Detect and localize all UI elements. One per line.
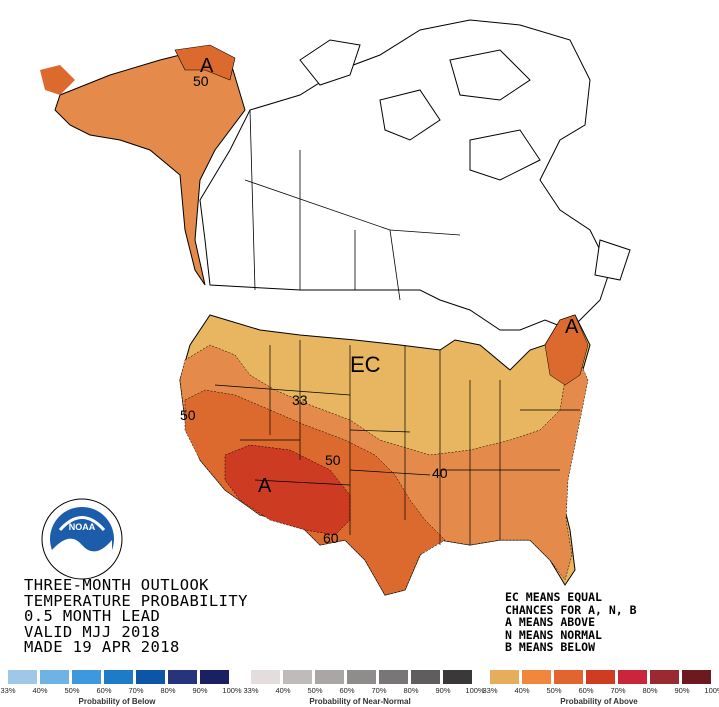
scale-normal-tick: 33%: [243, 686, 259, 695]
caption-above: Probability of Above: [560, 697, 638, 706]
scale-below-box: [104, 670, 133, 684]
scale-normal-tick: 100%: [465, 686, 485, 695]
scale-above-tick: 40%: [514, 686, 530, 695]
scale-normal-tick: 60%: [339, 686, 355, 695]
scale-normal-tick: 50%: [307, 686, 323, 695]
scale-below-tick: 80%: [160, 686, 176, 695]
scale-above-tick: 60%: [578, 686, 594, 695]
scale-above-box: [554, 670, 583, 684]
alaska: [40, 44, 246, 286]
label-a-southwest: A: [258, 475, 272, 497]
canada-landmass: [199, 19, 631, 331]
scale-normal-box: [251, 670, 280, 684]
alaska-region-50: [174, 44, 236, 81]
conus-above-60: [224, 444, 351, 536]
caption-normal: Probability of Near-Normal: [309, 697, 411, 706]
label-ec: EC: [350, 352, 381, 377]
northeast-above-50: [544, 314, 589, 386]
scale-above-tick: 80%: [642, 686, 658, 695]
scale-below-box: [200, 670, 229, 684]
scale-normal-tick: 80%: [403, 686, 419, 695]
scale-below-tick: 50%: [64, 686, 80, 695]
label-50-alaska: 50: [193, 73, 209, 89]
label-50-center: 50: [325, 452, 341, 468]
scale-normal-box: [315, 670, 344, 684]
label-33: 33: [292, 392, 308, 408]
caption-below: Probability of Below: [78, 697, 156, 706]
scale-below-box: [40, 670, 69, 684]
title-block: THREE-MONTH OUTLOOK TEMPERATURE PROBABIL…: [24, 576, 324, 656]
label-60: 60: [323, 530, 339, 546]
note-line-5: B MEANS BELOW: [505, 640, 596, 654]
scale-above-tick: 70%: [610, 686, 626, 695]
scale-normal-box: [347, 670, 376, 684]
scale-normal-box: [283, 670, 312, 684]
scale-normal-box: [379, 670, 408, 684]
scale-below-box: [136, 670, 165, 684]
title-line-2: TEMPERATURE PROBABILITY: [24, 591, 248, 610]
note-line-1: EC MEANS EQUAL: [505, 590, 602, 604]
label-a-northeast: A: [565, 316, 579, 338]
scale-normal-box: [443, 670, 472, 684]
scale-normal: [251, 670, 475, 684]
scale-below-tick: 70%: [128, 686, 144, 695]
scale-below-tick: 90%: [192, 686, 208, 695]
scale-below-tick: 60%: [96, 686, 112, 695]
scale-below-tick: 40%: [32, 686, 48, 695]
legend-notes: EC MEANS EQUAL CHANCES FOR A, N, B A MEA…: [505, 591, 715, 654]
scale-above-tick: 90%: [674, 686, 690, 695]
title-line-1: THREE-MONTH OUTLOOK: [24, 576, 209, 594]
scale-below-tick: 100%: [222, 686, 242, 695]
title-line-5: MADE 19 APR 2018: [24, 638, 180, 656]
title-line-3: 0.5 MONTH LEAD: [24, 607, 161, 625]
province-borders: [244, 109, 461, 301]
noaa-logo: NOAA: [41, 498, 123, 580]
scale-below-tick: 33%: [0, 686, 16, 695]
scale-above-box: [586, 670, 615, 684]
noaa-logo-text: NOAA: [69, 522, 96, 532]
state-borders: [214, 340, 580, 545]
scale-below-box: [8, 670, 37, 684]
label-50-west: 50: [180, 407, 196, 423]
conus: [179, 314, 591, 596]
scale-normal-tick: 70%: [371, 686, 387, 695]
note-line-4: N MEANS NORMAL: [505, 627, 602, 642]
label-a-alaska: A: [200, 55, 214, 77]
scale-above-box: [650, 670, 679, 684]
scale-above-box: [522, 670, 551, 684]
note-line-2: CHANCES FOR A, N, B: [505, 602, 637, 617]
scale-above-box: [618, 670, 647, 684]
scale-above: [490, 670, 714, 684]
alaska-region-50-west: [40, 65, 75, 95]
scale-above-tick: 50%: [546, 686, 562, 695]
title-line-4: VALID MJJ 2018: [24, 622, 161, 641]
note-line-3: A MEANS ABOVE: [505, 615, 596, 629]
scale-above-tick: 33%: [482, 686, 498, 695]
scale-above-box: [682, 670, 711, 684]
scale-normal-tick: 40%: [275, 686, 291, 695]
scale-below: [8, 670, 232, 684]
label-40: 40: [432, 465, 448, 481]
scale-below-box: [168, 670, 197, 684]
scale-normal-tick: 90%: [435, 686, 451, 695]
scale-below-box: [72, 670, 101, 684]
scale-above-tick: 100%: [704, 686, 719, 695]
scale-above-box: [490, 670, 519, 684]
scale-normal-box: [411, 670, 440, 684]
